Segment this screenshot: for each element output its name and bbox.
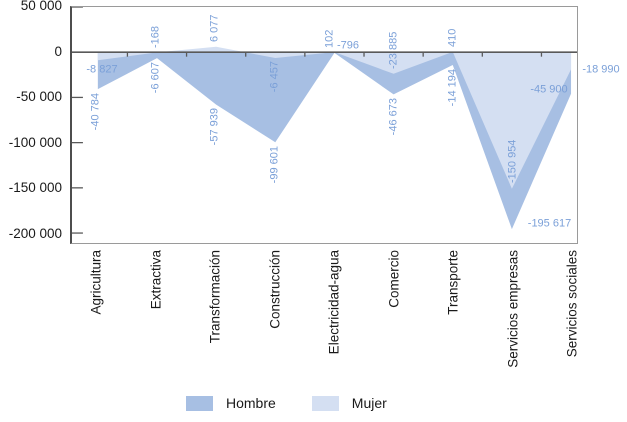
category-label: Comercio — [385, 250, 401, 308]
value-label: -796 — [336, 39, 360, 52]
y-tick-label: -50 000 — [16, 89, 62, 105]
category-label: Servicios empresas — [504, 250, 520, 368]
legend-item-hombre: Hombre — [186, 395, 276, 411]
value-label: -45 900 — [530, 83, 568, 96]
legend: Hombre Mujer — [186, 395, 387, 411]
legend-swatch-mujer — [311, 395, 339, 411]
plot-area — [70, 6, 578, 244]
category-label: Construcción — [266, 250, 282, 329]
value-label: -99 601 — [268, 146, 280, 184]
category-label: Transformación — [207, 250, 223, 344]
category-label: Servicios sociales — [564, 250, 580, 358]
value-label: -23 885 — [387, 32, 399, 70]
legend-label-mujer: Mujer — [351, 395, 387, 411]
value-label: 6 077 — [208, 14, 221, 43]
category-label: Extractiva — [147, 250, 163, 310]
value-label: -6 607 — [149, 61, 161, 93]
category-label: Electricidad-agua — [326, 250, 342, 355]
value-label: 102 — [323, 29, 336, 48]
value-label: -168 — [149, 25, 161, 48]
category-label: Transporte — [445, 250, 461, 315]
legend-label-hombre: Hombre — [226, 395, 276, 411]
value-label: -8 827 — [86, 63, 118, 76]
legend-swatch-hombre — [186, 395, 213, 411]
value-label: -14 194 — [446, 68, 459, 106]
category-label: Agricultura — [88, 250, 104, 315]
value-label: -18 990 — [582, 63, 620, 76]
value-label: -150 954 — [506, 139, 518, 184]
y-tick-label: 0 — [54, 43, 62, 59]
y-tick-label: -200 000 — [8, 225, 62, 241]
y-tick-label: 50 000 — [20, 0, 62, 13]
y-tick-label: -100 000 — [8, 134, 62, 150]
area-hombre — [97, 52, 572, 230]
area-mujer — [97, 46, 572, 189]
value-label: -6 457 — [268, 61, 280, 93]
chart-canvas — [72, 7, 577, 234]
value-label: -195 617 — [527, 217, 572, 230]
value-label: -46 673 — [387, 98, 399, 136]
legend-item-mujer: Mujer — [311, 395, 387, 411]
value-label: -57 939 — [208, 108, 221, 146]
y-tick-label: -150 000 — [8, 180, 62, 196]
value-label: 410 — [446, 28, 459, 48]
value-label: -40 784 — [89, 92, 102, 131]
